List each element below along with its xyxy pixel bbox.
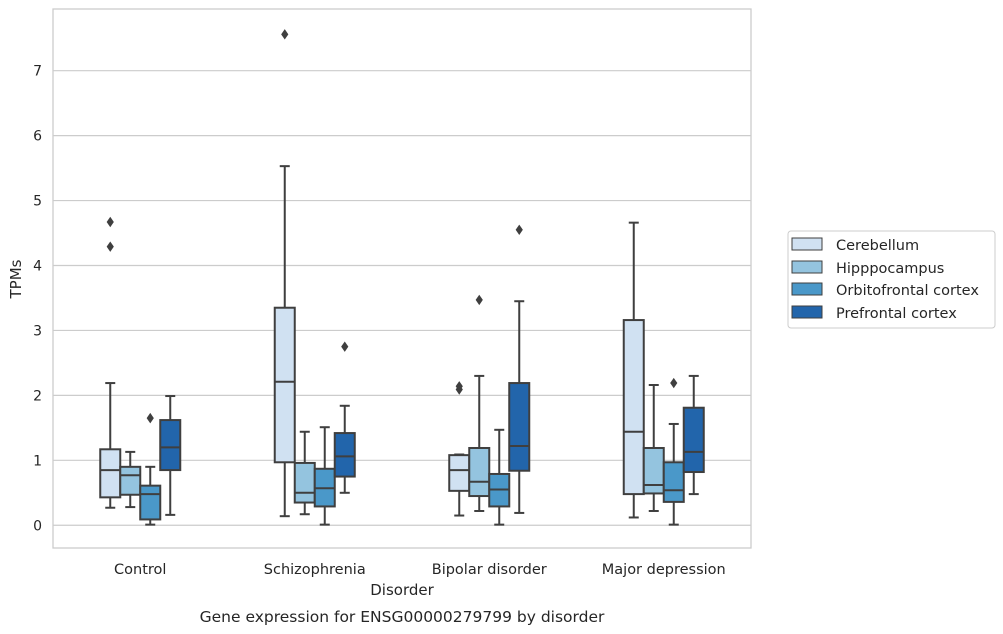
box-control-prefrontal-cortex (159, 395, 182, 516)
box-bipolar-disorder-prefrontal-cortex (508, 224, 531, 514)
y-tick-label-7: 7 (33, 64, 42, 80)
box-body (139, 484, 162, 521)
legend-label-prefrontal-cortex: Prefrontal cortex (836, 306, 957, 322)
y-axis-ticks: 0 1 2 3 4 5 6 7 (33, 64, 42, 535)
box-schizophrenia-cerebellum (273, 29, 296, 518)
box-body (622, 319, 645, 496)
outlier-point (670, 377, 678, 389)
box-control-orbitofrontal-cortex (139, 412, 162, 526)
box-schizophrenia-hipppocampus (293, 430, 316, 516)
legend-swatch-cerebellum (791, 237, 823, 251)
x-tick-label-schizophrenia: Schizophrenia (264, 562, 366, 578)
box-schizophrenia-prefrontal-cortex (333, 341, 356, 494)
box-body (333, 432, 356, 478)
box-major-depression-prefrontal-cortex (682, 374, 705, 496)
y-tick-label-1: 1 (33, 453, 42, 469)
outlier-point (106, 241, 114, 252)
outlier-point (515, 224, 523, 235)
figure-caption: Gene expression for ENSG00000279799 by d… (200, 608, 605, 626)
box-control-cerebellum (99, 216, 122, 509)
legend-swatch-hipppocampus (791, 260, 823, 274)
box-bipolar-disorder-hipppocampus (468, 294, 491, 512)
box-groups (99, 29, 705, 526)
box-schizophrenia-orbitofrontal-cortex (313, 426, 336, 526)
box-body (99, 448, 122, 499)
y-tick-label-2: 2 (33, 388, 42, 404)
legend-frame (787, 230, 996, 329)
y-tick-label-3: 3 (33, 323, 42, 339)
box-body (159, 419, 182, 472)
legend: Cerebellum Hipppocampus Orbitofrontal co… (787, 230, 996, 329)
x-axis-label: Disorder (370, 581, 434, 599)
outlier-point (341, 341, 349, 352)
plot-frame (52, 8, 752, 549)
y-tick-label-0: 0 (33, 518, 42, 534)
x-tick-label-control: Control (114, 562, 166, 578)
outlier-point (106, 216, 114, 228)
outlier-point (146, 412, 154, 424)
box-bipolar-disorder-cerebellum (448, 381, 471, 517)
outlier-point (475, 294, 483, 306)
box-body (682, 406, 705, 474)
box-bipolar-disorder-orbitofrontal-cortex (488, 428, 511, 526)
legend-swatch-orbitofrontal-cortex (791, 282, 823, 296)
y-tick-label-5: 5 (33, 194, 42, 210)
box-body (293, 461, 316, 504)
box-body (468, 446, 491, 498)
box-body (273, 306, 296, 464)
box-major-depression-hipppocampus (642, 384, 665, 512)
box-major-depression-cerebellum (622, 221, 645, 519)
box-body (119, 465, 142, 496)
x-tick-label-bipolar-disorder: Bipolar disorder (432, 562, 547, 578)
x-axis-ticks: Control Schizophrenia Bipolar disorder Majo… (114, 562, 726, 578)
legend-label-hipppocampus: Hipppocampus (836, 261, 944, 277)
box-body (642, 446, 665, 495)
box-body (508, 382, 531, 472)
y-axis-label: TPMs (7, 259, 25, 299)
box-body (662, 461, 685, 503)
legend-label-orbitofrontal-cortex: Orbitofrontal cortex (836, 283, 979, 299)
y-tick-label-6: 6 (33, 129, 42, 145)
y-tick-label-4: 4 (33, 259, 42, 275)
box-body (448, 454, 471, 492)
legend-label-cerebellum: Cerebellum (836, 238, 919, 254)
box-control-hipppocampus (119, 450, 142, 509)
outlier-point (455, 381, 463, 392)
outlier-point (281, 29, 289, 40)
legend-swatch-prefrontal-cortex (791, 305, 823, 319)
box-major-depression-orbitofrontal-cortex (662, 377, 685, 526)
x-tick-label-major-depression: Major depression (602, 562, 726, 578)
